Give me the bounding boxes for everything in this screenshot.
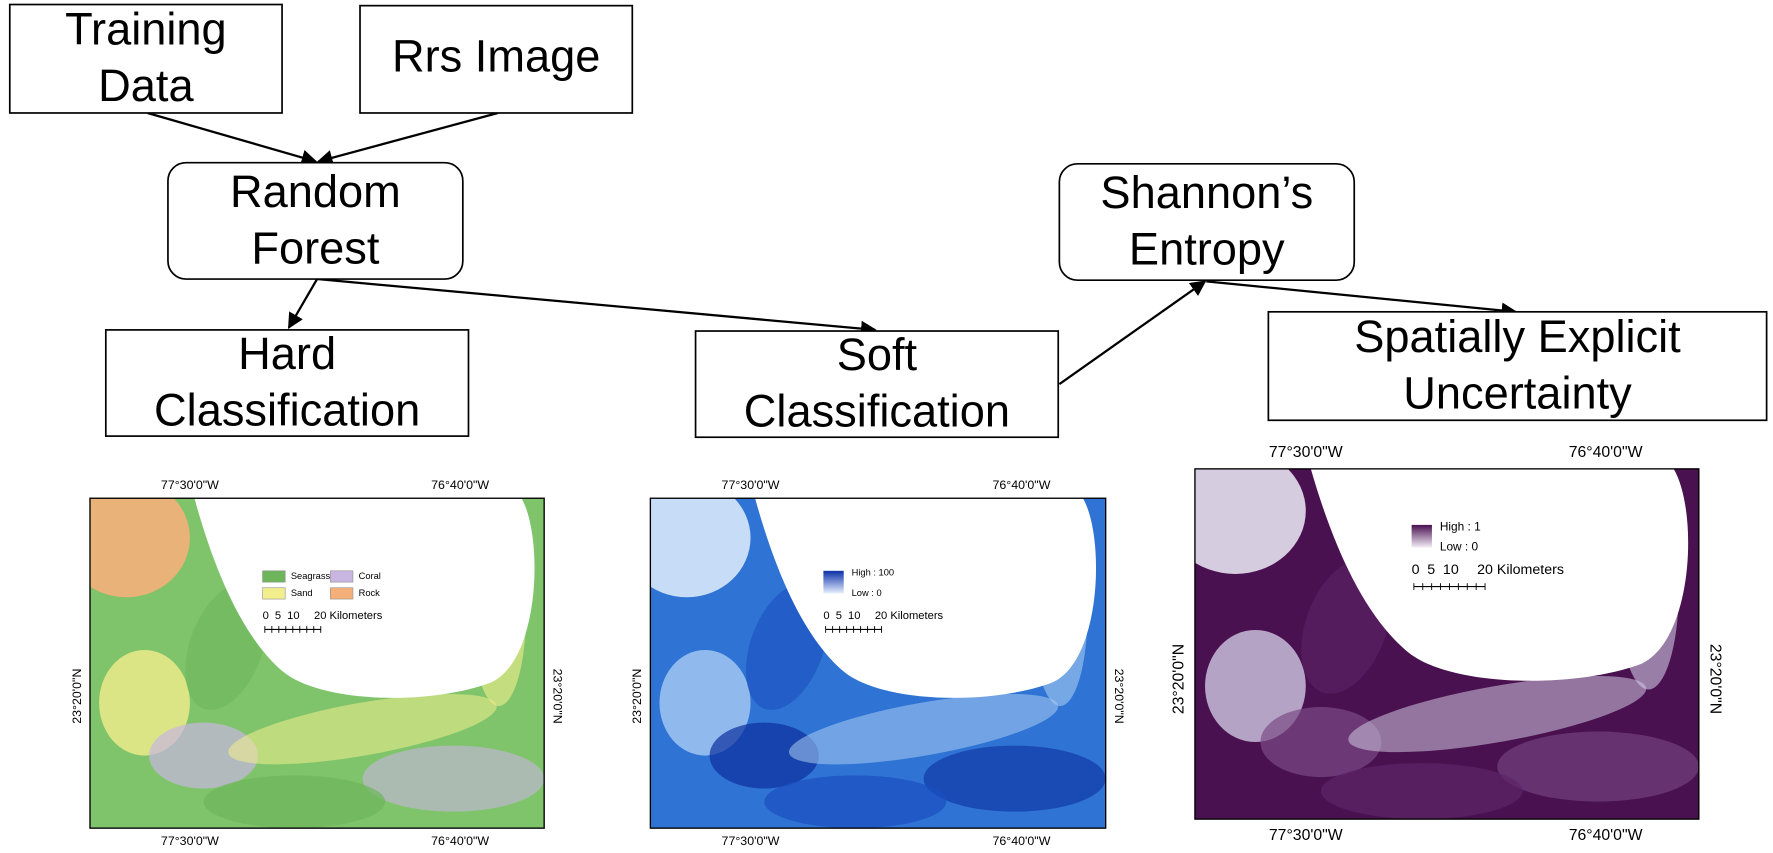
diagram: TrainingData Rrs Image RandomForest Shannon… <box>0 0 1773 853</box>
scale-label: 5 <box>1427 562 1435 578</box>
arrow <box>148 113 316 162</box>
arrow <box>1206 281 1516 312</box>
scale-label: 0 <box>263 610 269 622</box>
node-label: Rrs Image <box>392 30 600 81</box>
map-patch <box>764 775 946 828</box>
scale-label: 20 Kilometers <box>1477 562 1564 578</box>
map: 77°30'0"W 77°30'0"W 76°40'0"W 76°40'0"W 23°2… <box>623 478 1126 848</box>
top-coord-label: 77°30'0"W <box>722 478 780 492</box>
node-label: Spatially Explicit <box>1354 311 1681 362</box>
left-coord-label: 23°20'0"N <box>630 669 644 724</box>
scale-label: 10 <box>1443 562 1459 578</box>
left-coord-label: 23°20'0"N <box>70 669 84 724</box>
node-label: Classification <box>744 386 1010 437</box>
top-coord-label: 76°40'0"W <box>1569 444 1643 461</box>
map-image <box>63 478 544 828</box>
node-label: Uncertainty <box>1403 367 1632 418</box>
arrow <box>317 279 875 330</box>
scale-label: 5 <box>275 610 281 622</box>
bottom-coord-label: 77°30'0"W <box>722 834 780 848</box>
node: TrainingData <box>10 4 282 113</box>
legend-gradient <box>1412 525 1432 548</box>
right-coord-label: 23°20'0"N <box>1706 644 1723 714</box>
map-image <box>623 478 1106 828</box>
node-label: Hard <box>238 328 336 379</box>
legend-label: Low : 0 <box>852 588 882 598</box>
node-label: Data <box>98 60 194 111</box>
bottom-coord-label: 76°40'0"W <box>1569 827 1643 844</box>
node-label: Random <box>230 166 401 217</box>
node-label: Forest <box>251 222 380 273</box>
left-coord-label: 23°20'0"N <box>1170 644 1187 714</box>
top-coord-label: 76°40'0"W <box>431 478 489 492</box>
legend-label: High : 1 <box>1440 519 1481 533</box>
legend-label: Sand <box>291 588 313 598</box>
bottom-coord-label: 77°30'0"W <box>1269 827 1343 844</box>
top-coord-label: 76°40'0"W <box>992 478 1050 492</box>
scale-label: 20 Kilometers <box>875 610 944 622</box>
page: {"nodes": [ {"label": ["Training", "Data… <box>0 0 1773 853</box>
legend-swatch <box>330 588 353 599</box>
legend-label: High : 100 <box>852 568 894 578</box>
arrow <box>289 279 317 328</box>
legend-swatch <box>330 571 353 582</box>
right-coord-label: 23°20'0"N <box>1112 669 1126 724</box>
node: Rrs Image <box>360 6 632 113</box>
scale-label: 0 <box>1412 562 1420 578</box>
map-patch <box>63 478 190 597</box>
legend-label: Rock <box>359 588 381 598</box>
arrow <box>318 113 498 162</box>
map-patch <box>1497 732 1699 802</box>
map: 77°30'0"W 77°30'0"W 76°40'0"W 76°40'0"W 23°2… <box>1165 444 1724 844</box>
legend-swatch <box>263 571 286 582</box>
node-label: Shannon’s <box>1100 167 1313 218</box>
bottom-coord-label: 77°30'0"W <box>161 834 219 848</box>
node-label: Entropy <box>1129 223 1285 274</box>
node-label: Soft <box>837 329 918 380</box>
node: Soft Classification <box>696 329 1059 437</box>
scale-label: 20 Kilometers <box>314 610 383 622</box>
scale-label: 10 <box>287 610 299 622</box>
legend-label: Low : 0 <box>1440 540 1479 554</box>
top-coord-label: 77°30'0"W <box>1269 444 1343 461</box>
map-image <box>1165 448 1699 819</box>
map-patch <box>1321 763 1523 819</box>
bottom-coord-label: 76°40'0"W <box>431 834 489 848</box>
map-patch <box>362 746 544 812</box>
right-coord-label: 23°20'0"N <box>550 669 564 724</box>
scale-label: 10 <box>848 610 860 622</box>
legend-gradient <box>823 571 843 594</box>
scale-label: 0 <box>823 610 829 622</box>
legend-label: Seagrass <box>291 571 331 581</box>
map-patch <box>1165 448 1306 574</box>
map-patch <box>204 775 386 828</box>
scale-label: 5 <box>836 610 842 622</box>
map: 77°30'0"W 77°30'0"W 76°40'0"W 76°40'0"W 23°2… <box>63 478 565 848</box>
map-patch <box>623 478 750 597</box>
legend-label: Coral <box>359 571 381 581</box>
node-label: Training <box>65 4 227 55</box>
map-patch <box>924 746 1106 812</box>
node-label: Classification <box>154 384 420 435</box>
bottom-coord-label: 76°40'0"W <box>992 834 1050 848</box>
legend-swatch <box>263 588 286 599</box>
top-coord-label: 77°30'0"W <box>161 478 219 492</box>
arrow <box>1059 281 1205 384</box>
